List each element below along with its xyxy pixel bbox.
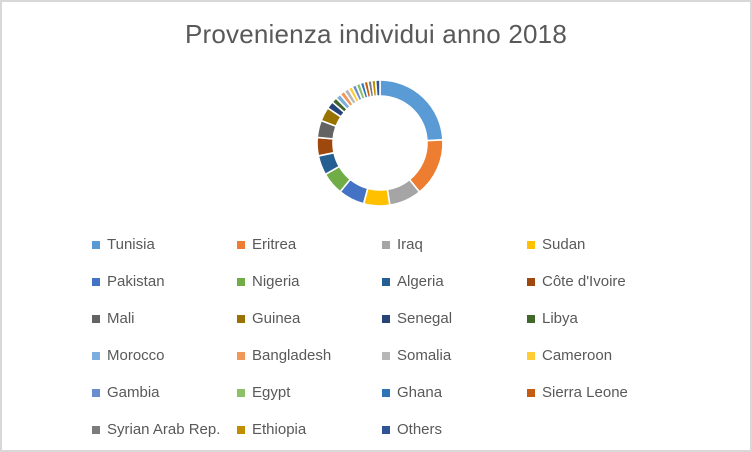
legend-item-somalia[interactable]: Somalia <box>382 348 527 363</box>
legend-marker-morocco <box>92 351 100 360</box>
legend-item-sudan[interactable]: Sudan <box>527 237 672 252</box>
legend-item-libya[interactable]: Libya <box>527 311 672 326</box>
legend-item-gambia[interactable]: Gambia <box>92 385 237 400</box>
legend-marker-bangladesh <box>237 351 245 360</box>
legend-label-iraq: Iraq <box>397 236 423 253</box>
legend-label-senegal: Senegal <box>397 310 453 327</box>
legend-label-c-te-d-ivoire: Côte d'Ivoire <box>542 273 626 290</box>
legend-marker-gambia <box>92 388 100 397</box>
legend-item-cameroon[interactable]: Cameroon <box>527 348 672 363</box>
legend-item-egypt[interactable]: Egypt <box>237 385 382 400</box>
legend-label-guinea: Guinea <box>252 310 301 327</box>
legend-label-gambia: Gambia <box>107 384 160 401</box>
legend-label-nigeria: Nigeria <box>252 273 300 290</box>
legend-marker-tunisia <box>92 240 100 249</box>
legend-label-tunisia: Tunisia <box>107 236 155 253</box>
legend-label-bangladesh: Bangladesh <box>252 347 332 364</box>
legend-item-guinea[interactable]: Guinea <box>237 311 382 326</box>
legend-marker-ghana <box>382 388 390 397</box>
legend-marker-sierra-leone <box>527 388 535 397</box>
legend-marker-c-te-d-ivoire <box>527 277 535 286</box>
chart-title: Provenienza individui anno 2018 <box>184 19 568 49</box>
legend-item-mali[interactable]: Mali <box>92 311 237 326</box>
legend-item-iraq[interactable]: Iraq <box>382 237 527 252</box>
legend-label-mali: Mali <box>107 310 135 327</box>
legend-item-c-te-d-ivoire[interactable]: Côte d'Ivoire <box>527 274 672 289</box>
legend-marker-nigeria <box>237 277 245 286</box>
legend-item-senegal[interactable]: Senegal <box>382 311 527 326</box>
legend-item-sierra-leone[interactable]: Sierra Leone <box>527 385 672 400</box>
donut-segment-eritrea[interactable] <box>408 139 444 193</box>
legend-item-morocco[interactable]: Morocco <box>92 348 237 363</box>
legend-item-ghana[interactable]: Ghana <box>382 385 527 400</box>
legend-item-syrian-arab-rep[interactable]: Syrian Arab Rep. <box>92 422 237 437</box>
legend-marker-cameroon <box>527 351 535 360</box>
legend-label-ghana: Ghana <box>397 384 443 401</box>
legend-label-somalia: Somalia <box>397 347 452 364</box>
legend-item-tunisia[interactable]: Tunisia <box>92 237 237 252</box>
donut-segment-tunisia[interactable] <box>379 79 444 142</box>
legend-item-nigeria[interactable]: Nigeria <box>237 274 382 289</box>
legend-marker-guinea <box>237 314 245 323</box>
legend-label-sudan: Sudan <box>542 236 586 253</box>
legend-label-libya: Libya <box>542 310 578 327</box>
legend-marker-libya <box>527 314 535 323</box>
legend-label-ethiopia: Ethiopia <box>252 421 307 438</box>
legend-label-pakistan: Pakistan <box>107 273 165 290</box>
legend-item-eritrea[interactable]: Eritrea <box>237 237 382 252</box>
donut-segment-others[interactable] <box>374 79 381 97</box>
legend-label-eritrea: Eritrea <box>252 236 297 253</box>
legend-item-others[interactable]: Others <box>382 422 527 437</box>
legend-label-syrian-arab-rep: Syrian Arab Rep. <box>107 421 221 438</box>
legend-marker-ethiopia <box>237 425 245 434</box>
donut-segment-c-te-d-ivoire[interactable] <box>316 136 335 157</box>
legend-item-ethiopia[interactable]: Ethiopia <box>237 422 382 437</box>
legend-marker-syrian-arab-rep <box>92 425 100 434</box>
legend-marker-egypt <box>237 388 245 397</box>
donut-chart <box>316 79 444 207</box>
chart-legend: Tunisia Eritrea Iraq Sudan Pakistan Nigeria Al… <box>92 226 672 448</box>
legend-item-pakistan[interactable]: Pakistan <box>92 274 237 289</box>
legend-label-cameroon: Cameroon <box>542 347 613 364</box>
legend-item-algeria[interactable]: Algeria <box>382 274 527 289</box>
legend-marker-eritrea <box>237 240 245 249</box>
legend-marker-others <box>382 425 390 434</box>
legend-item-bangladesh[interactable]: Bangladesh <box>237 348 382 363</box>
legend-label-egypt: Egypt <box>252 384 291 401</box>
legend-marker-pakistan <box>92 277 100 286</box>
legend-marker-somalia <box>382 351 390 360</box>
legend-label-morocco: Morocco <box>107 347 165 364</box>
legend-marker-algeria <box>382 277 390 286</box>
legend-marker-mali <box>92 314 100 323</box>
legend-marker-senegal <box>382 314 390 323</box>
legend-label-others: Others <box>397 421 443 438</box>
legend-label-sierra-leone: Sierra Leone <box>542 384 628 401</box>
legend-label-algeria: Algeria <box>397 273 444 290</box>
legend-marker-sudan <box>527 240 535 249</box>
legend-marker-iraq <box>382 240 390 249</box>
